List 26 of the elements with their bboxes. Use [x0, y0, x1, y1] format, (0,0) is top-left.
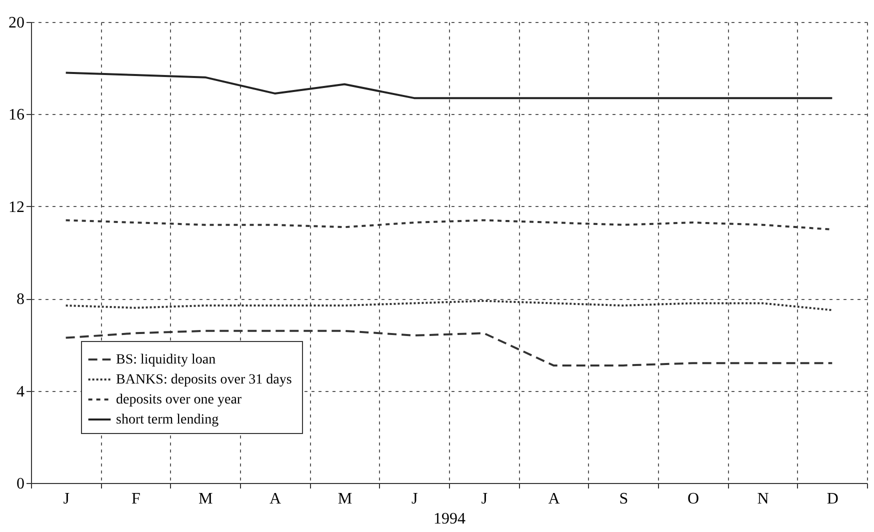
x-axis-title: 1994	[434, 510, 466, 528]
line-series	[64, 300, 834, 312]
y-tick-label: 8	[16, 291, 24, 308]
y-tick-label: 4	[16, 383, 24, 400]
y-tick-label: 16	[8, 106, 24, 124]
x-tick-label: J	[481, 490, 488, 508]
legend-label: short term lending	[116, 412, 219, 428]
x-tick-label: D	[826, 490, 838, 508]
x-tick-label: A	[548, 490, 560, 508]
x-tick-label: M	[338, 490, 352, 508]
line-series	[64, 72, 834, 100]
x-tick-label: A	[270, 490, 282, 508]
y-tick-label: 20	[8, 14, 24, 32]
x-tick-label: N	[757, 490, 770, 508]
x-tick-label: M	[198, 490, 213, 508]
line-series	[64, 330, 834, 366]
legend-label: BS: liquidity loan	[116, 352, 216, 368]
y-tick-label: 12	[8, 198, 24, 216]
x-tick-label: O	[688, 490, 700, 508]
x-tick-label: S	[619, 490, 628, 508]
x-tick-label: F	[132, 490, 141, 508]
legend-label: deposits over one year	[116, 392, 242, 408]
legend-label: BANKS: deposits over 31 days	[116, 372, 292, 388]
x-tick-label: J	[412, 490, 418, 508]
y-tick-label: 0	[16, 476, 24, 492]
x-tick-label: J	[63, 490, 70, 508]
